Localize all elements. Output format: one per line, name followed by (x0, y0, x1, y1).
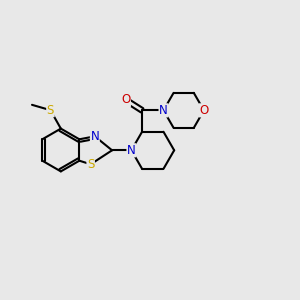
Text: O: O (121, 94, 130, 106)
Text: N: N (127, 144, 136, 157)
Text: S: S (87, 158, 94, 171)
Text: N: N (90, 130, 99, 143)
Text: S: S (47, 104, 54, 117)
Text: O: O (199, 104, 208, 117)
Text: N: N (159, 104, 168, 117)
